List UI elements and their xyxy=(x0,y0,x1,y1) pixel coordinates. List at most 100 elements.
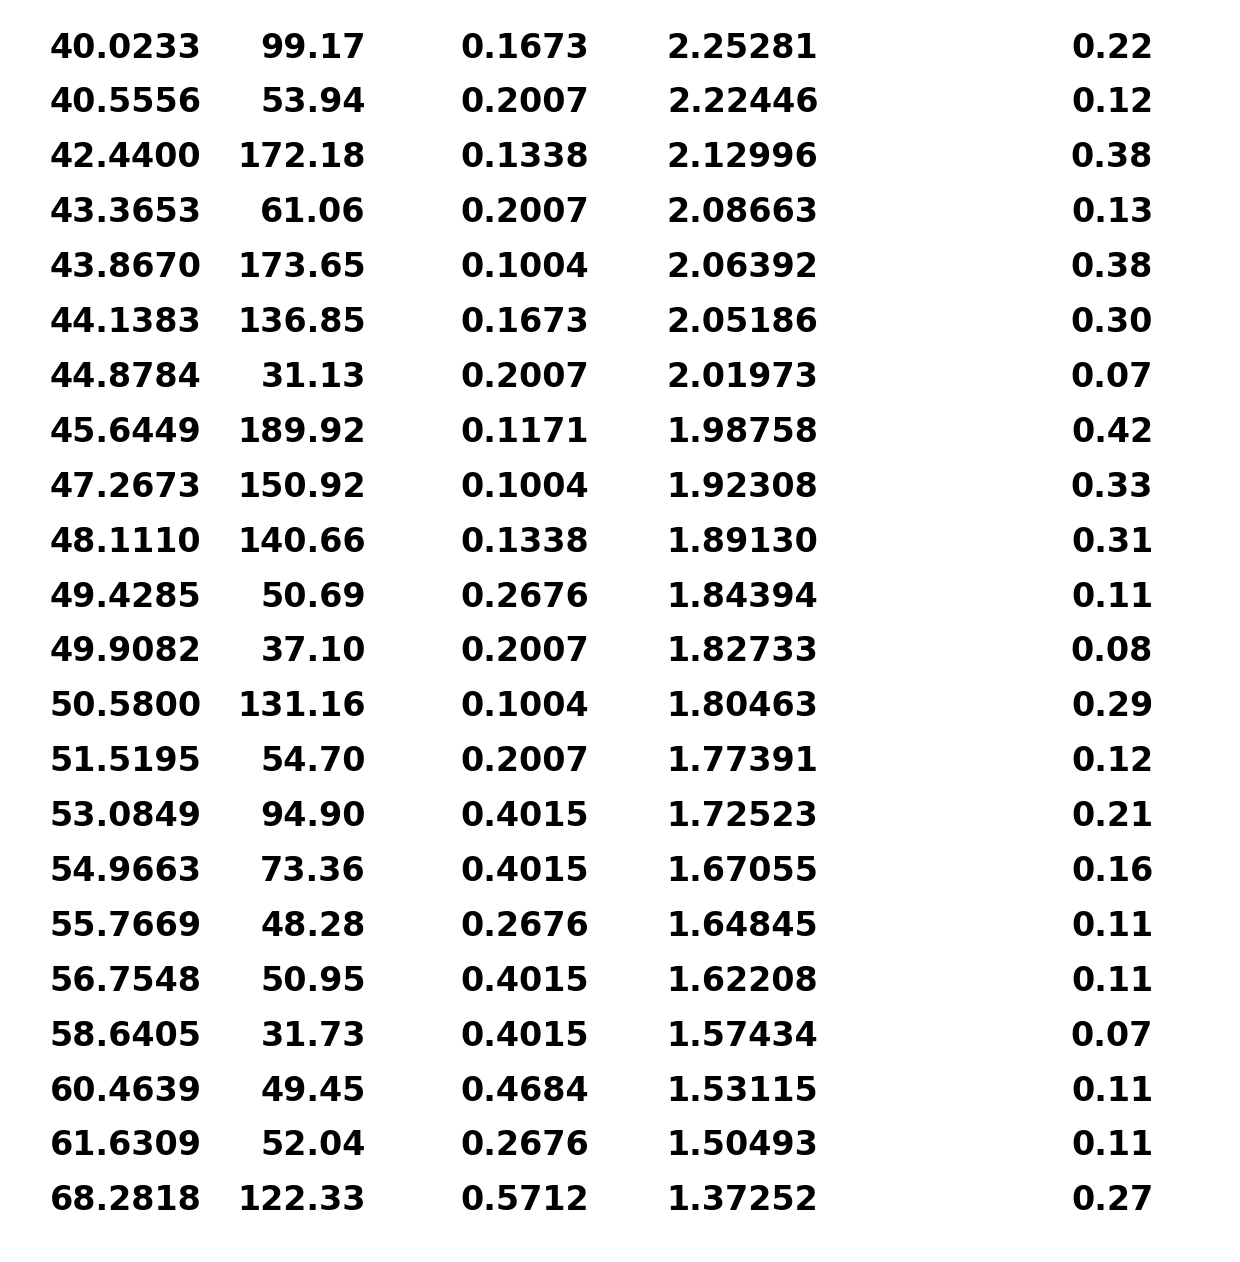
Text: 0.29: 0.29 xyxy=(1071,690,1153,723)
Text: 1.67055: 1.67055 xyxy=(666,856,818,888)
Text: 48.1110: 48.1110 xyxy=(50,525,201,559)
Text: 1.50493: 1.50493 xyxy=(667,1129,818,1162)
Text: 50.5800: 50.5800 xyxy=(50,690,202,723)
Text: 1.37252: 1.37252 xyxy=(667,1184,818,1218)
Text: 49.9082: 49.9082 xyxy=(50,636,201,669)
Text: 0.08: 0.08 xyxy=(1071,636,1153,669)
Text: 56.7548: 56.7548 xyxy=(50,964,202,998)
Text: 122.33: 122.33 xyxy=(237,1184,366,1218)
Text: 0.07: 0.07 xyxy=(1071,1020,1153,1053)
Text: 53.94: 53.94 xyxy=(260,86,366,120)
Text: 50.95: 50.95 xyxy=(260,964,366,998)
Text: 31.73: 31.73 xyxy=(260,1020,366,1053)
Text: 73.36: 73.36 xyxy=(260,856,366,888)
Text: 37.10: 37.10 xyxy=(260,636,366,669)
Text: 0.07: 0.07 xyxy=(1071,361,1153,394)
Text: 1.53115: 1.53115 xyxy=(667,1074,818,1108)
Text: 1.72523: 1.72523 xyxy=(667,800,818,833)
Text: 2.01973: 2.01973 xyxy=(667,361,818,394)
Text: 47.2673: 47.2673 xyxy=(50,471,201,504)
Text: 0.22: 0.22 xyxy=(1071,32,1153,64)
Text: 0.2007: 0.2007 xyxy=(460,196,589,230)
Text: 48.28: 48.28 xyxy=(260,910,366,943)
Text: 44.8784: 44.8784 xyxy=(50,361,201,394)
Text: 0.5712: 0.5712 xyxy=(460,1184,589,1218)
Text: 1.62208: 1.62208 xyxy=(667,964,818,998)
Text: 55.7669: 55.7669 xyxy=(50,910,202,943)
Text: 0.11: 0.11 xyxy=(1071,1074,1153,1108)
Text: 1.89130: 1.89130 xyxy=(667,525,818,559)
Text: 54.70: 54.70 xyxy=(260,745,366,779)
Text: 1.57434: 1.57434 xyxy=(667,1020,818,1053)
Text: 68.2818: 68.2818 xyxy=(50,1184,201,1218)
Text: 140.66: 140.66 xyxy=(237,525,366,559)
Text: 0.2007: 0.2007 xyxy=(460,361,589,394)
Text: 2.22446: 2.22446 xyxy=(667,86,818,120)
Text: 53.0849: 53.0849 xyxy=(50,800,202,833)
Text: 150.92: 150.92 xyxy=(237,471,366,504)
Text: 0.2676: 0.2676 xyxy=(460,910,589,943)
Text: 43.8670: 43.8670 xyxy=(50,251,202,284)
Text: 45.6449: 45.6449 xyxy=(50,416,201,449)
Text: 172.18: 172.18 xyxy=(237,141,366,174)
Text: 173.65: 173.65 xyxy=(237,251,366,284)
Text: 0.1673: 0.1673 xyxy=(460,305,589,339)
Text: 50.69: 50.69 xyxy=(260,581,366,613)
Text: 0.1171: 0.1171 xyxy=(460,416,589,449)
Text: 0.16: 0.16 xyxy=(1071,856,1153,888)
Text: 0.1004: 0.1004 xyxy=(460,471,589,504)
Text: 0.2676: 0.2676 xyxy=(460,1129,589,1162)
Text: 1.77391: 1.77391 xyxy=(667,745,818,779)
Text: 2.25281: 2.25281 xyxy=(667,32,818,64)
Text: 58.6405: 58.6405 xyxy=(50,1020,202,1053)
Text: 1.64845: 1.64845 xyxy=(667,910,818,943)
Text: 2.12996: 2.12996 xyxy=(667,141,818,174)
Text: 0.12: 0.12 xyxy=(1071,745,1153,779)
Text: 61.6309: 61.6309 xyxy=(50,1129,202,1162)
Text: 0.4015: 0.4015 xyxy=(460,800,589,833)
Text: 94.90: 94.90 xyxy=(260,800,366,833)
Text: 0.38: 0.38 xyxy=(1071,141,1153,174)
Text: 2.05186: 2.05186 xyxy=(667,305,818,339)
Text: 1.98758: 1.98758 xyxy=(666,416,818,449)
Text: 1.92308: 1.92308 xyxy=(667,471,818,504)
Text: 136.85: 136.85 xyxy=(237,305,366,339)
Text: 0.1673: 0.1673 xyxy=(460,32,589,64)
Text: 1.80463: 1.80463 xyxy=(667,690,818,723)
Text: 0.21: 0.21 xyxy=(1071,800,1153,833)
Text: 40.5556: 40.5556 xyxy=(50,86,202,120)
Text: 0.4015: 0.4015 xyxy=(460,856,589,888)
Text: 0.31: 0.31 xyxy=(1071,525,1153,559)
Text: 0.4015: 0.4015 xyxy=(460,1020,589,1053)
Text: 0.1004: 0.1004 xyxy=(460,251,589,284)
Text: 0.11: 0.11 xyxy=(1071,1129,1153,1162)
Text: 51.5195: 51.5195 xyxy=(50,745,201,779)
Text: 99.17: 99.17 xyxy=(260,32,366,64)
Text: 0.12: 0.12 xyxy=(1071,86,1153,120)
Text: 61.06: 61.06 xyxy=(260,196,366,230)
Text: 40.0233: 40.0233 xyxy=(50,32,201,64)
Text: 49.4285: 49.4285 xyxy=(50,581,201,613)
Text: 0.4015: 0.4015 xyxy=(460,964,589,998)
Text: 0.30: 0.30 xyxy=(1071,305,1153,339)
Text: 0.2676: 0.2676 xyxy=(460,581,589,613)
Text: 0.38: 0.38 xyxy=(1071,251,1153,284)
Text: 0.1004: 0.1004 xyxy=(460,690,589,723)
Text: 131.16: 131.16 xyxy=(237,690,366,723)
Text: 52.04: 52.04 xyxy=(260,1129,366,1162)
Text: 49.45: 49.45 xyxy=(260,1074,366,1108)
Text: 31.13: 31.13 xyxy=(260,361,366,394)
Text: 0.2007: 0.2007 xyxy=(460,86,589,120)
Text: 1.82733: 1.82733 xyxy=(667,636,818,669)
Text: 0.33: 0.33 xyxy=(1071,471,1153,504)
Text: 0.1338: 0.1338 xyxy=(460,525,589,559)
Text: 0.2007: 0.2007 xyxy=(460,636,589,669)
Text: 189.92: 189.92 xyxy=(237,416,366,449)
Text: 42.4400: 42.4400 xyxy=(50,141,201,174)
Text: 0.2007: 0.2007 xyxy=(460,745,589,779)
Text: 2.06392: 2.06392 xyxy=(667,251,818,284)
Text: 2.08663: 2.08663 xyxy=(666,196,818,230)
Text: 0.42: 0.42 xyxy=(1071,416,1153,449)
Text: 0.11: 0.11 xyxy=(1071,581,1153,613)
Text: 0.4684: 0.4684 xyxy=(460,1074,589,1108)
